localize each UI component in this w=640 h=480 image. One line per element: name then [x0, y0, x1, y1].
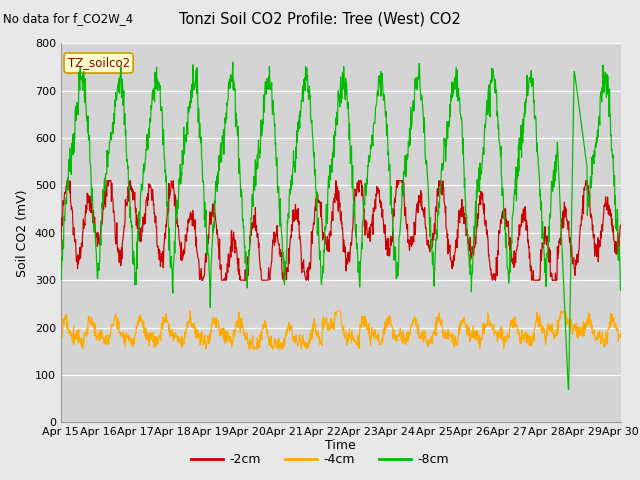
Y-axis label: Soil CO2 (mV): Soil CO2 (mV)	[16, 189, 29, 276]
Text: Tonzi Soil CO2 Profile: Tree (West) CO2: Tonzi Soil CO2 Profile: Tree (West) CO2	[179, 12, 461, 27]
Text: TZ_soilco2: TZ_soilco2	[68, 57, 130, 70]
X-axis label: Time: Time	[325, 439, 356, 452]
Text: No data for f_CO2W_4: No data for f_CO2W_4	[3, 12, 133, 25]
Legend: -2cm, -4cm, -8cm: -2cm, -4cm, -8cm	[186, 448, 454, 471]
